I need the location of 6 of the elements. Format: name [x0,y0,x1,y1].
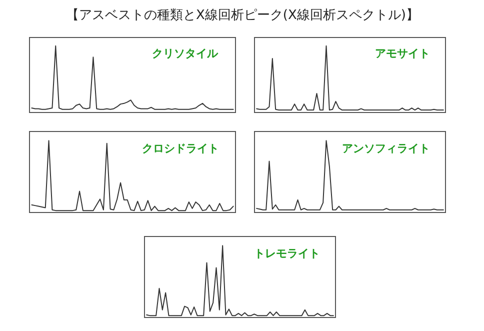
chart-title: クロシドライト [142,142,219,155]
chart-title: アモサイト [375,47,430,60]
chart-title: トレモライト [254,247,320,260]
chart-title: クリソタイル [152,47,219,60]
chart-title: アンソフィライト [342,142,430,155]
text: 【アスベストの種類とX線回析ピーク(X線回析スペクトル)】 [66,8,419,23]
